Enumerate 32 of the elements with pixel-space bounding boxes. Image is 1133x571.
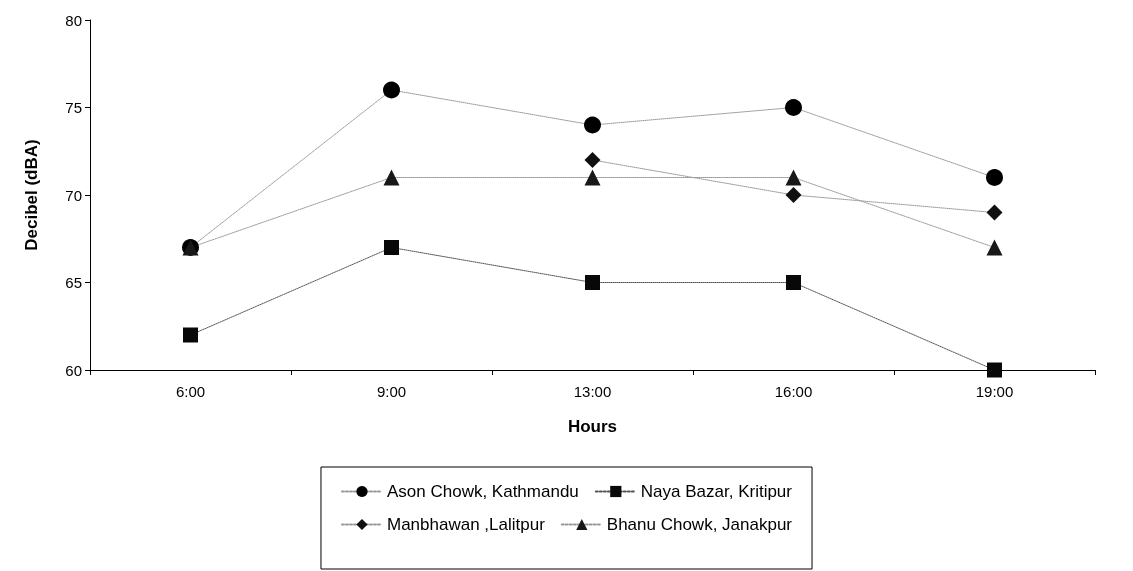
point: [986, 204, 1003, 221]
legend-label: Manbhawan ,Lalitpur: [386, 515, 546, 534]
point: [584, 116, 601, 134]
point: [986, 169, 1003, 186]
point: [786, 275, 801, 290]
point: [785, 99, 802, 116]
legend-label: Bhanu Chowk, Janakpur: [606, 515, 793, 534]
x-tick-label: 19:00: [975, 383, 1014, 400]
point: [183, 327, 198, 343]
point: [383, 169, 400, 186]
legend-label: Naya Bazar, Kritipur: [640, 482, 793, 501]
x-axis-title: Hours: [567, 417, 618, 436]
y-tick-label: 60: [65, 361, 82, 379]
y-tick-label: 65: [65, 274, 82, 291]
x-tick-label: 6:00: [175, 383, 206, 400]
point: [785, 187, 802, 203]
x-tick-label: 13:00: [573, 383, 612, 400]
y-tick-label: 70: [65, 186, 82, 204]
x-tick-label: 9:00: [376, 383, 407, 400]
point: [987, 362, 1002, 378]
point: [584, 152, 601, 168]
y-axis-title: Decibel (dBA): [22, 139, 41, 251]
y-tick-label: 80: [65, 11, 82, 29]
point: [585, 275, 600, 290]
legend-label: Ason Chowk, Kathmandu: [386, 482, 579, 501]
point: [584, 169, 601, 186]
point: [986, 239, 1003, 256]
x-tick-label: 16:00: [774, 383, 813, 400]
point: [383, 81, 400, 99]
point: [384, 240, 399, 255]
y-tick-label: 75: [65, 99, 82, 116]
point: [785, 169, 802, 186]
